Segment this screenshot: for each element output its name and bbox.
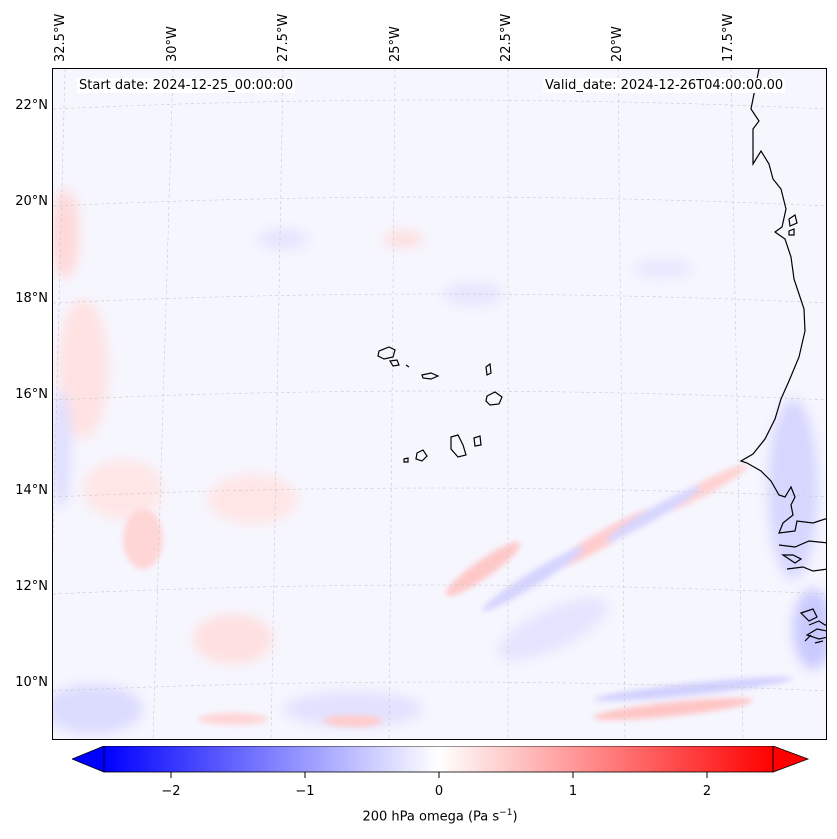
colorbar <box>72 746 810 778</box>
west-africa-coastline <box>739 69 826 644</box>
lat-label-20n: 20°N <box>15 194 48 209</box>
lat-label-14n: 14°N <box>15 483 48 498</box>
lon-label-17-5w: 17.5°W <box>721 13 736 62</box>
lon-label-30w: 30°W <box>165 26 180 62</box>
colorbar-low-extend <box>72 746 105 773</box>
colorbar-gradient <box>104 746 773 772</box>
lat-label-22n: 22°N <box>15 98 48 113</box>
colorbar-tick-neg1: −1 <box>295 784 315 799</box>
omega-field-map <box>53 69 826 739</box>
lon-label-22-5w: 22.5°W <box>499 13 514 62</box>
colorbar-label: 200 hPa omega (Pa s−1) <box>0 808 837 824</box>
lon-label-27-5w: 27.5°W <box>276 13 291 62</box>
lon-label-20w: 20°W <box>610 26 625 62</box>
map-panel[interactable] <box>52 68 827 740</box>
lon-label-32-5w: 32.5°W <box>53 13 68 62</box>
colorbar-tick-2: 2 <box>702 784 712 799</box>
lat-label-18n: 18°N <box>15 291 48 306</box>
colorbar-label-exponent: −1 <box>499 808 513 818</box>
colorbar-label-end: ) <box>512 809 518 825</box>
start-date-label: Start date: 2024-12-25_00:00:00 <box>77 78 296 93</box>
lat-label-16n: 16°N <box>15 387 48 402</box>
colorbar-label-main: 200 hPa omega (Pa s <box>362 809 500 825</box>
lat-label-12n: 12°N <box>15 579 48 594</box>
colorbar-tick-0: 0 <box>434 784 444 799</box>
lat-label-10n: 10°N <box>15 675 48 690</box>
graticule <box>53 69 826 739</box>
valid-date-label: Valid_date: 2024-12-26T04:00:00.00 <box>543 78 786 93</box>
colorbar-high-extend <box>772 746 810 773</box>
colorbar-tick-neg2: −2 <box>161 784 181 799</box>
colorbar-tick-1: 1 <box>568 784 578 799</box>
cape-verde-islands <box>377 346 503 463</box>
omega-shading <box>53 189 826 734</box>
lon-label-25w: 25°W <box>388 26 403 62</box>
